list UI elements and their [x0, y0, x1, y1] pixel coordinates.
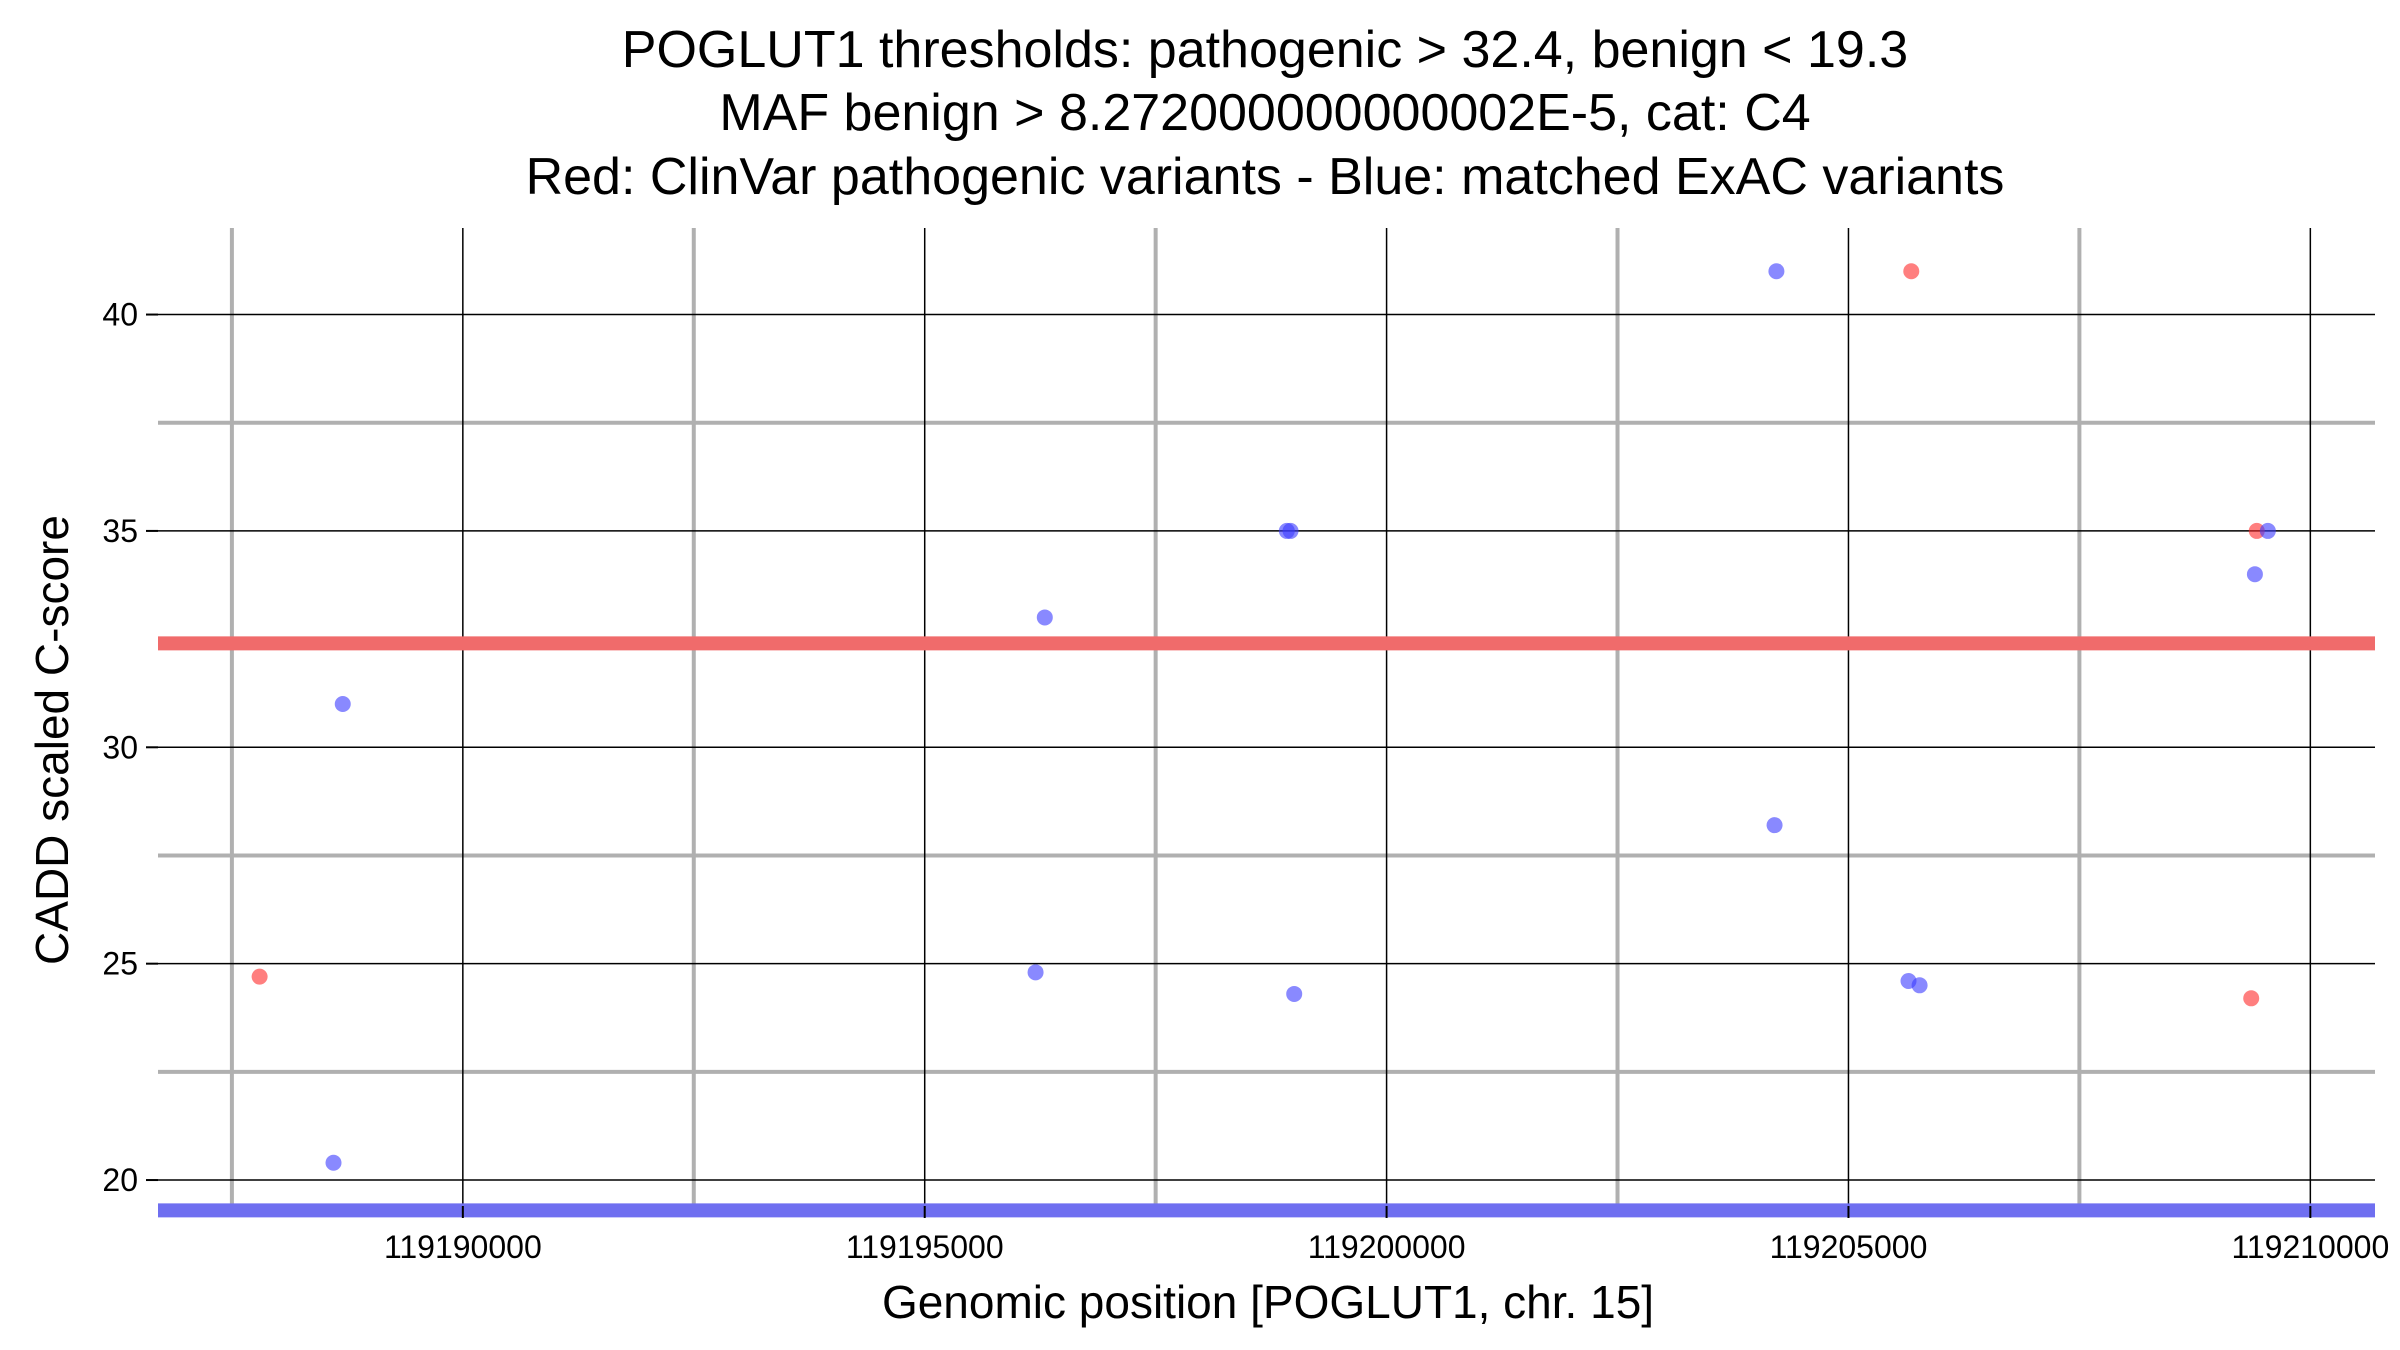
title-line-2: MAF benign > 8.272000000000002E-5, cat: … — [719, 84, 1810, 142]
data-point — [1768, 263, 1785, 280]
minor-gridlines — [158, 228, 2375, 1206]
y-tick-label: 40 — [102, 297, 138, 333]
y-axis-ticks: 20 25 30 35 40 — [102, 297, 158, 1198]
chart-title: POGLUT1 thresholds: pathogenic > 32.4, b… — [526, 21, 2005, 206]
data-point — [2259, 522, 2276, 539]
y-tick-label: 25 — [102, 946, 138, 982]
data-point — [2246, 566, 2263, 583]
threshold-lines — [158, 636, 2375, 1218]
title-line-1: POGLUT1 thresholds: pathogenic > 32.4, b… — [622, 21, 1908, 79]
data-point — [334, 696, 351, 713]
data-point — [1903, 263, 1920, 280]
title-line-3: Red: ClinVar pathogenic variants - Blue:… — [526, 148, 2005, 206]
data-point — [251, 968, 268, 985]
data-points — [251, 263, 2276, 1171]
data-point — [325, 1154, 342, 1171]
data-point — [1282, 522, 1299, 539]
x-axis-label: Genomic position [POGLUT1, chr. 15] — [882, 1276, 1654, 1328]
data-point — [2248, 522, 2265, 539]
y-tick-label: 30 — [102, 729, 138, 765]
y-tick-label: 35 — [102, 513, 138, 549]
data-point — [1766, 817, 1783, 834]
y-tick-label: 20 — [102, 1162, 138, 1198]
data-point — [1036, 609, 1053, 626]
major-gridlines — [158, 228, 2375, 1206]
data-point — [1027, 964, 1044, 981]
x-tick-label: 119200000 — [1308, 1229, 1466, 1265]
x-tick-label: 119205000 — [1770, 1229, 1928, 1265]
x-tick-label: 119190000 — [384, 1229, 542, 1265]
data-point — [2243, 990, 2260, 1007]
x-tick-label: 119195000 — [846, 1229, 1004, 1265]
data-point — [1911, 977, 1928, 994]
x-tick-label: 119210000 — [2231, 1229, 2389, 1265]
y-axis-label: CADD scaled C-score — [26, 515, 78, 965]
data-point — [1286, 985, 1303, 1002]
x-axis-ticks: 119190000 119195000 119200000 119205000 1192… — [384, 1206, 2389, 1265]
